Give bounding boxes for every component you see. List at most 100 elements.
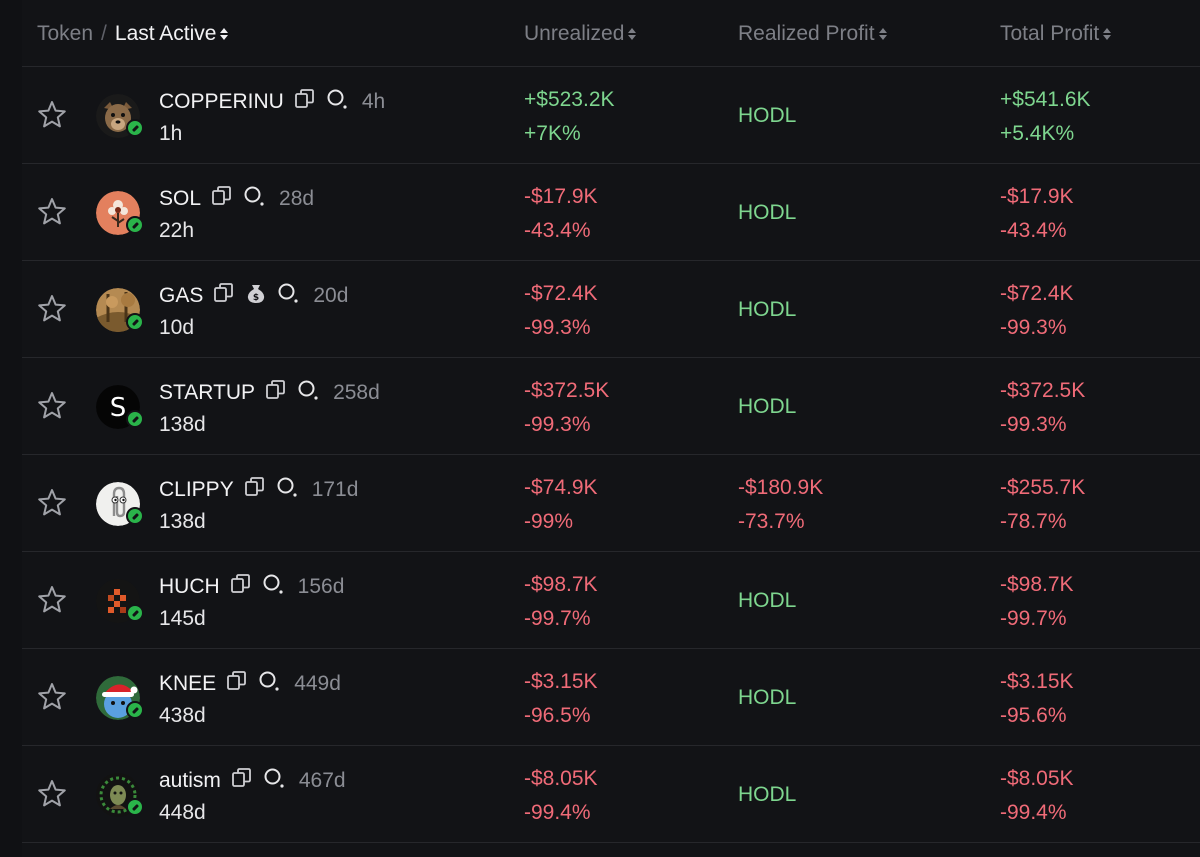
copy-icon[interactable] bbox=[231, 767, 253, 795]
token-avatar[interactable] bbox=[96, 94, 144, 138]
token-name[interactable]: autism bbox=[159, 769, 221, 792]
sort-icon[interactable] bbox=[1103, 28, 1112, 40]
table-row[interactable]: CLIPPY 171d 138d -$74.9K -99% -$180.9K -… bbox=[22, 455, 1200, 552]
header-last-active-label[interactable]: Last Active bbox=[114, 22, 217, 45]
table-row[interactable]: KNEE 449d 438d -$3.15K -96.5% HODL -$3.1… bbox=[22, 649, 1200, 746]
unrealized-value: -$98.7K bbox=[524, 573, 598, 596]
header-unrealized-label[interactable]: Unrealized bbox=[524, 22, 625, 45]
search-icon[interactable] bbox=[277, 282, 299, 310]
total-profit-percent: -43.4% bbox=[1000, 219, 1067, 242]
search-icon[interactable] bbox=[243, 185, 265, 213]
search-icon[interactable] bbox=[297, 379, 319, 407]
total-profit-percent: -99.3% bbox=[1000, 413, 1067, 436]
chain-badge-icon bbox=[126, 410, 144, 428]
copy-icon[interactable] bbox=[244, 476, 266, 504]
total-profit-percent: -99.3% bbox=[1000, 316, 1067, 339]
table-row[interactable]: COPPERINU 4h 1h +$523.2K +7K% HODL +$541… bbox=[22, 67, 1200, 164]
favorite-star-icon[interactable] bbox=[36, 390, 68, 422]
svg-text:$: $ bbox=[253, 293, 259, 303]
header-token-label[interactable]: Token bbox=[37, 22, 94, 45]
token-name-line: GAS $ 20d bbox=[159, 282, 348, 310]
token-name[interactable]: SOL bbox=[159, 187, 202, 210]
header-total-profit[interactable]: Total Profit bbox=[1000, 22, 1112, 46]
token-name[interactable]: KNEE bbox=[159, 672, 217, 695]
token-avatar[interactable] bbox=[96, 288, 144, 332]
search-icon[interactable] bbox=[263, 767, 285, 795]
copy-icon[interactable] bbox=[211, 185, 233, 213]
token-avatar[interactable] bbox=[96, 676, 144, 720]
table-row[interactable]: GAS $ 20d 10d -$72.4K -99.3% HODL -$72.4… bbox=[22, 261, 1200, 358]
favorite-star-icon[interactable] bbox=[36, 778, 68, 810]
unrealized-percent: -43.4% bbox=[524, 219, 591, 242]
search-icon[interactable] bbox=[276, 476, 298, 504]
header-token-last-active[interactable]: Token / Last Active bbox=[37, 22, 229, 46]
token-avatar[interactable] bbox=[96, 191, 144, 235]
chain-badge-icon bbox=[126, 313, 144, 331]
copy-icon[interactable] bbox=[226, 670, 248, 698]
money-bag-icon[interactable]: $ bbox=[245, 282, 267, 310]
unrealized-percent: -99.7% bbox=[524, 607, 591, 630]
total-profit-percent: -95.6% bbox=[1000, 704, 1067, 727]
realized-hodl-label: HODL bbox=[738, 104, 797, 127]
sort-icon[interactable] bbox=[878, 28, 887, 40]
token-avatar[interactable] bbox=[96, 773, 144, 817]
search-icon[interactable] bbox=[258, 670, 280, 698]
token-name-line: SOL 28d bbox=[159, 185, 314, 213]
copy-icon[interactable] bbox=[265, 379, 287, 407]
unrealized-percent: +7K% bbox=[524, 122, 581, 145]
search-icon[interactable] bbox=[262, 573, 284, 601]
favorite-star-icon[interactable] bbox=[36, 293, 68, 325]
favorite-star-icon[interactable] bbox=[36, 99, 68, 131]
table-row[interactable]: SOL 28d 22h -$17.9K -43.4% HODL -$17.9K … bbox=[22, 164, 1200, 261]
token-name-line: COPPERINU 4h bbox=[159, 88, 385, 116]
last-active-value: 145d bbox=[159, 607, 206, 630]
header-total-label[interactable]: Total Profit bbox=[1000, 22, 1100, 45]
header-separator: / bbox=[101, 22, 107, 45]
sort-icon[interactable] bbox=[220, 28, 229, 40]
table-row[interactable]: HUCH 156d 145d -$98.7K -99.7% HODL -$98.… bbox=[22, 552, 1200, 649]
unrealized-value: -$74.9K bbox=[524, 476, 598, 499]
token-name[interactable]: STARTUP bbox=[159, 381, 256, 404]
token-name[interactable]: HUCH bbox=[159, 575, 220, 598]
last-active-value: 22h bbox=[159, 219, 195, 242]
chain-badge-icon bbox=[126, 216, 144, 234]
realized-hodl-label: HODL bbox=[738, 395, 797, 418]
table-row[interactable]: autism 467d 448d -$8.05K -99.4% HODL -$8… bbox=[22, 746, 1200, 843]
last-active-value: 138d bbox=[159, 413, 206, 436]
favorite-star-icon[interactable] bbox=[36, 196, 68, 228]
chain-badge-icon bbox=[126, 507, 144, 525]
header-realized-profit[interactable]: Realized Profit bbox=[738, 22, 887, 46]
copy-icon[interactable] bbox=[213, 282, 235, 310]
token-name-line: CLIPPY 171d bbox=[159, 476, 358, 504]
copy-icon[interactable] bbox=[294, 88, 316, 116]
token-name-line: HUCH 156d bbox=[159, 573, 344, 601]
last-active-value: 138d bbox=[159, 510, 206, 533]
token-avatar[interactable] bbox=[96, 482, 144, 526]
token-age: 467d bbox=[298, 769, 346, 792]
total-profit-percent: +5.4K% bbox=[1000, 122, 1075, 145]
token-name[interactable]: CLIPPY bbox=[159, 478, 234, 501]
favorite-star-icon[interactable] bbox=[36, 681, 68, 713]
token-name[interactable]: COPPERINU bbox=[159, 90, 284, 113]
copy-icon[interactable] bbox=[230, 573, 252, 601]
token-avatar[interactable]: S bbox=[96, 385, 144, 429]
table-header: Token / Last Active Unrealized Realized … bbox=[22, 0, 1200, 67]
favorite-star-icon[interactable] bbox=[36, 487, 68, 519]
header-realized-label[interactable]: Realized Profit bbox=[738, 22, 875, 45]
realized-hodl-label: HODL bbox=[738, 686, 797, 709]
table-row[interactable]: S STARTUP 258d 138d -$372.5K -99.3% HODL… bbox=[22, 358, 1200, 455]
token-name-line: STARTUP 258d bbox=[159, 379, 380, 407]
total-profit-value: +$541.6K bbox=[1000, 88, 1091, 111]
token-age: 449d bbox=[294, 672, 341, 695]
favorite-star-icon[interactable] bbox=[36, 584, 68, 616]
search-icon[interactable] bbox=[326, 88, 348, 116]
realized-hodl-label: HODL bbox=[738, 298, 797, 321]
header-unrealized[interactable]: Unrealized bbox=[524, 22, 637, 46]
unrealized-value: -$372.5K bbox=[524, 379, 610, 402]
unrealized-percent: -99.3% bbox=[524, 316, 591, 339]
last-active-value: 448d bbox=[159, 801, 206, 824]
token-name[interactable]: GAS bbox=[159, 284, 204, 307]
positions-table: Token / Last Active Unrealized Realized … bbox=[22, 0, 1200, 857]
token-avatar[interactable] bbox=[96, 579, 144, 623]
sort-icon[interactable] bbox=[628, 28, 637, 40]
